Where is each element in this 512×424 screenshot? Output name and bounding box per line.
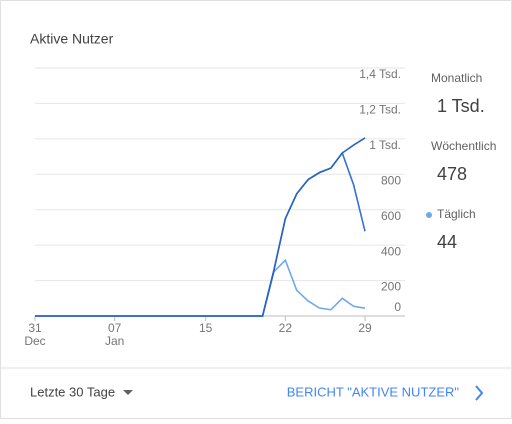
legend-value: 478 (437, 164, 467, 184)
x-month-label: Jan (105, 334, 124, 348)
x-tick-label: 29 (358, 321, 372, 335)
x-tick-label: 22 (279, 321, 293, 335)
y-tick-label: 0 (394, 300, 401, 314)
x-month-label: Dec (24, 334, 45, 348)
y-tick-label: 1,2 Tsd. (359, 103, 401, 117)
legend-name: Wöchentlich (431, 139, 496, 153)
link-chevron[interactable] (475, 385, 484, 401)
y-tick-label: 400 (381, 244, 401, 258)
x-tick-label: 07 (108, 321, 122, 335)
y-tick-label: 1,4 Tsd. (359, 67, 401, 81)
date-range[interactable]: Letzte 30 Tage (30, 384, 115, 399)
dropdown-arrow[interactable] (123, 390, 133, 395)
legend-dot (426, 212, 432, 218)
y-tick-label: 600 (381, 209, 401, 223)
y-tick-label: 800 (381, 173, 401, 187)
x-tick-label: 15 (199, 321, 213, 335)
legend-value: 1 Tsd. (437, 96, 485, 116)
series-line (35, 137, 366, 317)
card-title: Aktive Nutzer (30, 31, 114, 47)
y-tick-label: 200 (381, 280, 401, 294)
legend-name: Täglich (437, 207, 476, 221)
report-link[interactable]: BERICHT "AKTIVE NUTZER" (287, 384, 460, 399)
y-tick-label: 1 Tsd. (369, 138, 401, 152)
legend-value: 44 (437, 232, 457, 252)
x-tick-label: 31 (28, 321, 42, 335)
legend-name: Monatlich (431, 71, 482, 85)
